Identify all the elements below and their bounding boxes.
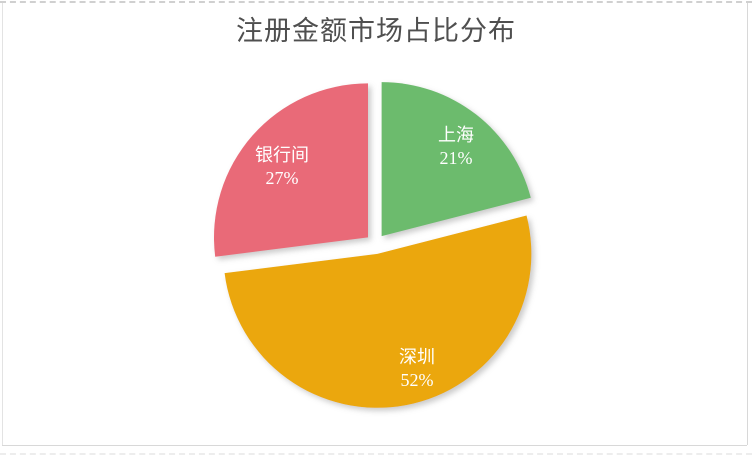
pie-slice-shanghai[interactable] — [381, 82, 531, 237]
pie-slice-shenzhen[interactable] — [224, 215, 532, 408]
pie-slice-yinhangjian[interactable] — [213, 83, 368, 257]
chart-title: 注册金额市场占比分布 — [236, 16, 516, 46]
